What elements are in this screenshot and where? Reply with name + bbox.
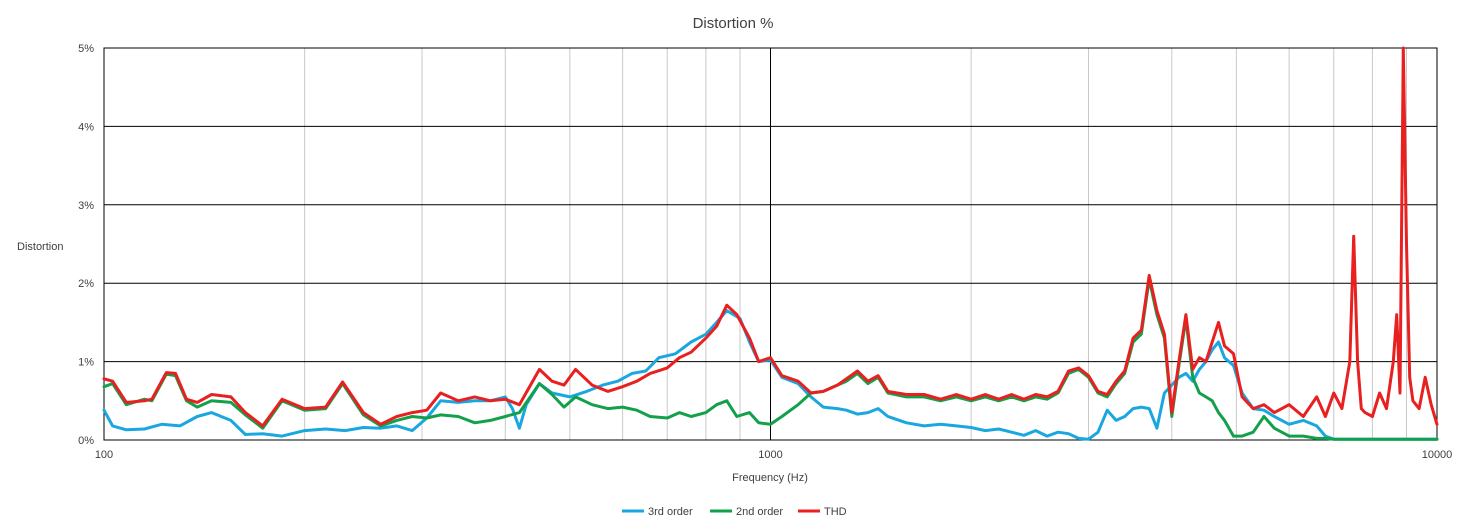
legend-label: 2nd order — [736, 506, 783, 518]
legend: 3rd order 2nd order THD — [622, 506, 847, 518]
tick-layer: 0% 1% 2% 3% 4% 5% 100 1000 10000 — [78, 43, 1452, 461]
y-tick-label: 3% — [78, 200, 94, 212]
series-layer — [102, 46, 1439, 441]
y-tick-label: 5% — [78, 43, 94, 55]
chart-title: Distortion % — [693, 15, 774, 32]
legend-label: THD — [824, 506, 847, 518]
y-tick-label: 4% — [78, 121, 94, 133]
y-tick-label: 0% — [78, 435, 94, 447]
x-tick-label: 1000 — [758, 449, 782, 461]
y-axis-label: Distortion — [17, 241, 63, 253]
x-tick-label: 100 — [95, 449, 113, 461]
x-tick-label: 10000 — [1422, 449, 1453, 461]
series-line-thd — [102, 46, 1439, 428]
y-tick-label: 1% — [78, 357, 94, 369]
x-axis-label: Frequency (Hz) — [732, 472, 808, 484]
legend-label: 3rd order — [648, 506, 693, 518]
plot-area — [103, 47, 1438, 441]
series-line-3rd-order — [102, 309, 1439, 441]
y-tick-label: 2% — [78, 278, 94, 290]
